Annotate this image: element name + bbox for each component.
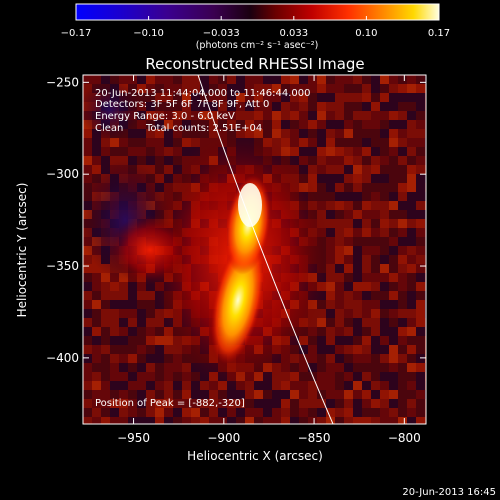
- colorbar: −0.17 −0.10 −0.033 0.033 0.10 0.17 (photons c…: [61, 3, 450, 51]
- time-range-text: 20-Jun-2013 11:44:04.000 to 11:46:44.000: [95, 88, 311, 99]
- solar-limb-line: [197, 75, 334, 424]
- colorbar-tick-label: 0.10: [355, 28, 377, 39]
- emission-peak: [238, 183, 262, 227]
- footer-timestamp: 20-Jun-2013 16:45: [402, 487, 496, 498]
- y-tick-label: −300: [46, 167, 79, 181]
- y-axis-ticks: −250 −300 −350 −400: [46, 75, 426, 365]
- colorbar-tick-label: −0.033: [203, 28, 240, 39]
- colorbar-units-label: (photons cm⁻² s⁻¹ asec⁻²): [196, 40, 319, 51]
- colorbar-tick-label: −0.10: [133, 28, 164, 39]
- x-tick-label: −950: [117, 431, 150, 445]
- energy-range-text: Energy Range: 3.0 - 6.0 keV: [95, 111, 235, 122]
- x-tick-label: −850: [298, 431, 331, 445]
- x-tick-label: −900: [207, 431, 240, 445]
- peak-position-text: Position of Peak = [-882,-320]: [95, 398, 245, 409]
- colorbar-tick-label: 0.033: [279, 28, 308, 39]
- observation-info: 20-Jun-2013 11:44:04.000 to 11:46:44.000…: [95, 88, 311, 134]
- detectors-text: Detectors: 3F 5F 6F 7F 8F 9F, Att 0: [95, 99, 269, 110]
- x-axis-label: Heliocentric X (arcsec): [187, 449, 323, 463]
- colorbar-tick-label: −0.17: [61, 28, 92, 39]
- colorbar-ticks: −0.17 −0.10 −0.033 0.033 0.10 0.17: [61, 16, 450, 39]
- total-counts-text: Total counts: 2.51E+04: [145, 123, 262, 134]
- emission-upper-left: [110, 215, 190, 285]
- algorithm-text: Clean: [95, 123, 123, 134]
- negative-region-topleft: [83, 80, 140, 140]
- y-tick-label: −250: [46, 75, 79, 89]
- plot-frame: [82, 74, 427, 425]
- y-tick-label: −400: [46, 351, 79, 365]
- colorbar-tick-label: 0.17: [428, 28, 450, 39]
- y-tick-label: −350: [46, 259, 79, 273]
- x-tick-label: −800: [388, 431, 421, 445]
- colorbar-gradient: [75, 3, 440, 21]
- plot-title: Reconstructed RHESSI Image: [145, 55, 364, 73]
- y-axis-label: Heliocentric Y (arcsec): [15, 183, 29, 318]
- x-axis-ticks: −950 −900 −850 −800: [117, 75, 421, 445]
- rhessi-image: [83, 75, 426, 424]
